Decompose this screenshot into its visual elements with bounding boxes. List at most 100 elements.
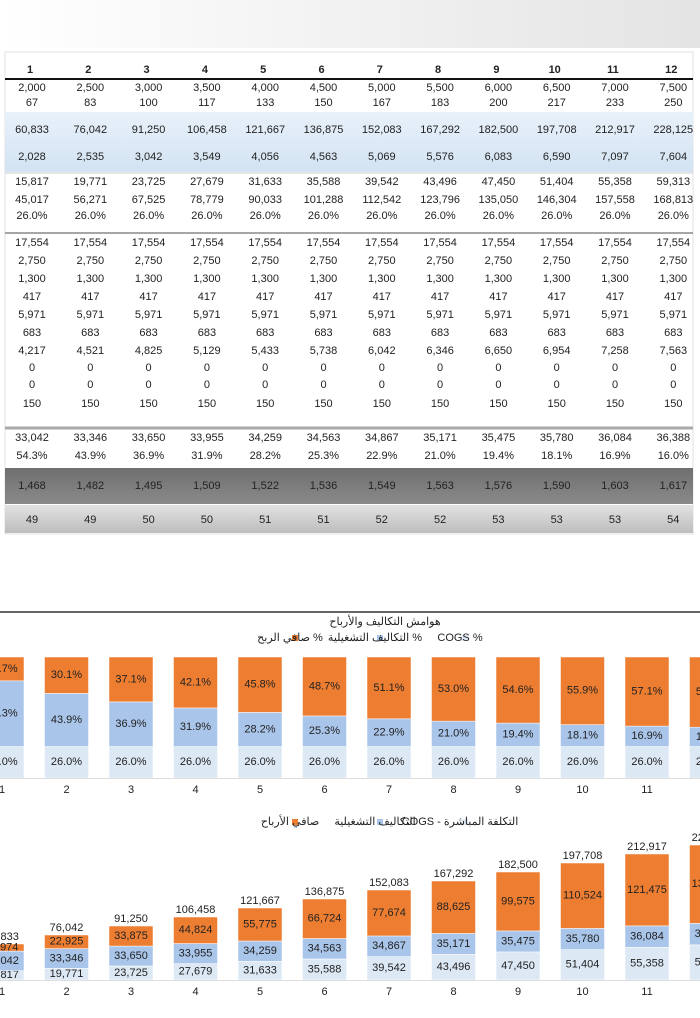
legend-label: التكاليف التشغيلية xyxy=(334,816,415,828)
data-label: 19.4% xyxy=(502,729,533,741)
cell: 22.9% xyxy=(366,450,397,462)
bar-segment xyxy=(624,853,670,927)
cell: 4,563 xyxy=(310,151,338,163)
cell: 6,346 xyxy=(426,345,454,357)
cell: 43,496 xyxy=(423,176,457,188)
cell: 7,258 xyxy=(601,345,629,357)
cell: 34,259 xyxy=(248,432,282,444)
cell: 135,050 xyxy=(479,194,519,206)
cell: 23,725 xyxy=(132,176,166,188)
legend-label: COGS % xyxy=(437,632,482,644)
data-label: 22,925 xyxy=(50,936,84,948)
cell: 168,813 xyxy=(653,194,693,206)
data-label: 51,404 xyxy=(566,959,600,971)
cell: 5,500 xyxy=(426,82,454,94)
data-label: 25.3% xyxy=(309,725,340,737)
cell: 1,300 xyxy=(660,273,688,285)
data-label: 33,955 xyxy=(179,947,213,959)
cell: 67 xyxy=(26,97,38,109)
data-label: 31.9% xyxy=(180,721,211,733)
cell: 33,650 xyxy=(132,432,166,444)
cell: 60,833 xyxy=(15,124,49,136)
bar-segment xyxy=(431,656,476,722)
data-label: 33,042 xyxy=(0,955,19,967)
x-tick-label: 1 xyxy=(0,784,5,796)
top-strip xyxy=(0,0,700,48)
cell: 136,875 xyxy=(304,124,344,136)
data-label: 55.9% xyxy=(567,685,598,697)
legend-swatch xyxy=(292,635,298,641)
cell: 150 xyxy=(314,398,332,410)
cell: 17,554 xyxy=(190,237,224,249)
bar-segment xyxy=(108,701,154,747)
cell: 1,590 xyxy=(543,480,571,492)
data-label: 36.9% xyxy=(115,718,146,730)
cell: 26.0% xyxy=(599,210,630,222)
data-label: 42.1% xyxy=(180,676,211,688)
cell: 5,738 xyxy=(310,345,338,357)
cell: 4,500 xyxy=(310,82,338,94)
cell: 31,633 xyxy=(248,176,282,188)
data-label: 132,424 xyxy=(692,878,700,890)
bar-segment xyxy=(302,898,347,939)
cell: 33,955 xyxy=(190,432,224,444)
data-label: 54.6% xyxy=(502,684,533,696)
cell: 2,750 xyxy=(660,255,688,267)
cell: 197,708 xyxy=(537,124,577,136)
cell: 83 xyxy=(84,97,96,109)
cell: 100 xyxy=(139,97,157,109)
bar-segment xyxy=(689,726,700,747)
cell: 4,825 xyxy=(135,345,163,357)
data-label: 37.1% xyxy=(115,673,146,685)
cell: 2,750 xyxy=(601,255,629,267)
cell: 0 xyxy=(670,379,676,391)
cell: 1,300 xyxy=(543,273,571,285)
cell: 52 xyxy=(376,514,388,526)
data-label: 121,475 xyxy=(627,884,667,896)
cell: 200 xyxy=(489,97,507,109)
legend-swatch xyxy=(377,819,383,825)
cell: 5,971 xyxy=(18,309,46,321)
cell: 35,588 xyxy=(307,176,341,188)
data-label: 26.0% xyxy=(180,756,211,768)
cell: 91,250 xyxy=(132,124,166,136)
legend-label: صافي الربح % xyxy=(257,632,323,644)
data-label: 33,875 xyxy=(114,930,148,942)
cell: 17,554 xyxy=(248,237,282,249)
x-tick-label: 2 xyxy=(63,784,69,796)
cell: 26.0% xyxy=(308,210,339,222)
cell: 167,292 xyxy=(420,124,460,136)
x-tick-label: 4 xyxy=(192,986,198,998)
cell: 5,971 xyxy=(426,309,454,321)
cell: 1,482 xyxy=(77,480,105,492)
cell: 27,679 xyxy=(190,176,224,188)
bar-segment xyxy=(624,746,670,779)
data-label: 59,313 xyxy=(695,956,700,968)
cell: 3,000 xyxy=(135,82,163,94)
cell: 35,171 xyxy=(423,432,457,444)
cell: 0 xyxy=(379,362,385,374)
column-header: 9 xyxy=(493,64,499,76)
cell: 26.0% xyxy=(424,210,455,222)
cell: 16.0% xyxy=(658,450,689,462)
data-label: 34,259 xyxy=(243,945,277,957)
cell: 54 xyxy=(667,514,679,526)
x-tick-label: 7 xyxy=(386,986,392,998)
cell: 417 xyxy=(373,291,391,303)
cell: 0 xyxy=(437,362,443,374)
cell: 4,056 xyxy=(251,151,279,163)
cell: 1,300 xyxy=(193,273,221,285)
data-label: 45.8% xyxy=(244,679,275,691)
cell: 5,129 xyxy=(193,345,221,357)
x-tick-label: 4 xyxy=(192,784,198,796)
data-label: 54.3% xyxy=(0,708,18,720)
data-label: 26.0% xyxy=(438,756,469,768)
cell: 1,300 xyxy=(368,273,396,285)
cell: 1,549 xyxy=(368,480,396,492)
data-label: 58.0% xyxy=(696,686,700,698)
legend-swatch xyxy=(462,635,468,641)
cell: 1,300 xyxy=(18,273,46,285)
cell: 150 xyxy=(664,398,682,410)
total-label: 136,875 xyxy=(305,886,345,898)
cell: 417 xyxy=(489,291,507,303)
